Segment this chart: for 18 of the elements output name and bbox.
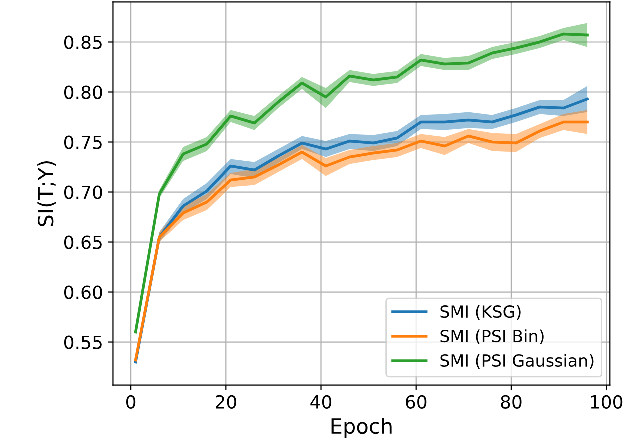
x-tick-label: 80 bbox=[501, 395, 522, 409]
y-tick-label: 0.70 bbox=[64, 186, 102, 200]
y-tick-label: 0.55 bbox=[64, 336, 102, 350]
y-tick-label: 0.85 bbox=[64, 36, 102, 50]
legend-label: SMI (PSI Bin) bbox=[440, 330, 544, 345]
y-tick-label: 0.65 bbox=[64, 236, 102, 250]
y-tick-label: 0.75 bbox=[64, 136, 102, 150]
x-axis-title: Epoch bbox=[332, 418, 392, 438]
x-tick-label: 100 bbox=[591, 395, 623, 409]
legend-label: SMI (KSG) bbox=[440, 305, 521, 320]
x-tick-label: 40 bbox=[310, 395, 332, 409]
x-tick-label: 60 bbox=[406, 395, 427, 409]
y-tick-label: 0.80 bbox=[64, 86, 102, 100]
x-tick-label: 0 bbox=[126, 395, 136, 409]
y-axis-title: SI(T;Y) bbox=[38, 162, 56, 226]
x-tick-label: 20 bbox=[216, 395, 236, 409]
legend-label: SMI (PSI Gaussian) bbox=[440, 354, 594, 370]
y-tick-label: 0.60 bbox=[64, 286, 102, 300]
